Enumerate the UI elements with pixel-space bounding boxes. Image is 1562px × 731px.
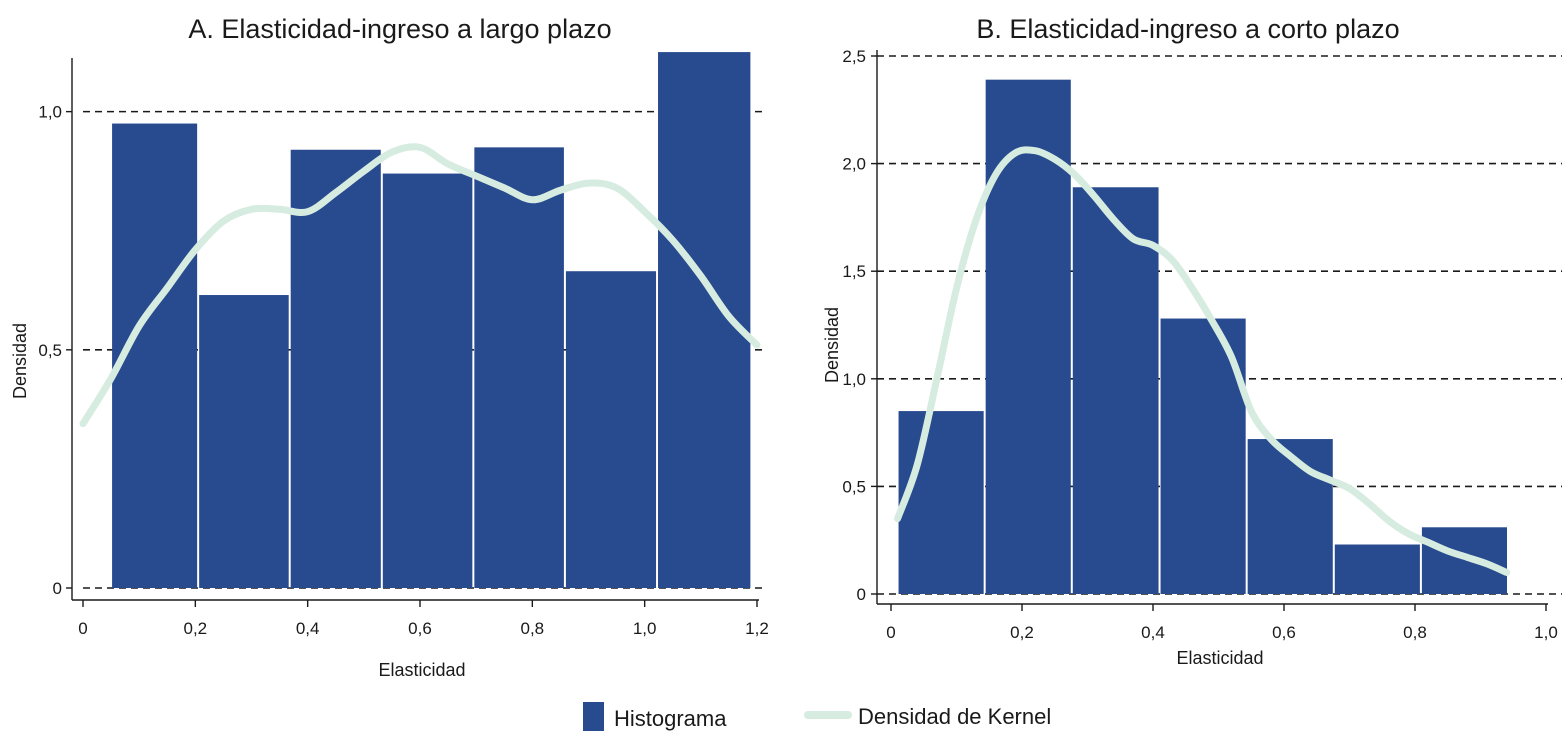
- x-tick-label: 1,2: [745, 619, 769, 638]
- y-tick-label: 1,0: [842, 370, 866, 389]
- histogram-bar: [474, 147, 564, 588]
- histogram-bar: [1334, 544, 1420, 594]
- legend-kernel-label: Densidad de Kernel: [858, 704, 1051, 729]
- panel-a-y-tick-labels: 0 0,5 1,0: [38, 103, 62, 598]
- panel-a-histogram-bars: [112, 52, 751, 589]
- histogram-bar: [199, 295, 289, 588]
- panel-a-kernel-density: [79, 143, 761, 428]
- x-tick-label: 0,4: [296, 619, 320, 638]
- panel-a-y-axis-label: Densidad: [10, 323, 30, 399]
- y-tick-label: 0: [857, 585, 866, 604]
- x-tick-label: 0,2: [1010, 623, 1034, 642]
- histogram-bar: [382, 173, 473, 588]
- y-tick-label: 1,0: [38, 103, 62, 122]
- histogram-bar: [898, 411, 984, 594]
- panel-a-axes: [66, 58, 759, 607]
- x-tick-label: 0,8: [1403, 623, 1427, 642]
- y-tick-label: 0: [53, 579, 62, 598]
- legend: Histograma Densidad de Kernel: [583, 702, 1051, 731]
- x-tick-label: 0,6: [408, 619, 432, 638]
- x-tick-label: 0,2: [184, 619, 208, 638]
- y-tick-label: 1,5: [842, 262, 866, 281]
- panel-b-title: B. Elasticidad-ingreso a corto plazo: [976, 14, 1399, 44]
- x-tick-label: 0: [78, 619, 87, 638]
- x-tick-label: 0,8: [521, 619, 545, 638]
- y-tick-label: 2,5: [842, 47, 866, 66]
- x-tick-label: 0: [886, 623, 895, 642]
- panel-a-title: A. Elasticidad-ingreso a largo plazo: [188, 14, 611, 44]
- histogram-bar: [290, 149, 381, 588]
- kernel-density-line: [894, 146, 1511, 576]
- panel-b-y-tick-labels: 0 0,5 1,0 1,5 2,0 2,5: [842, 47, 866, 604]
- histogram-bar: [1421, 527, 1508, 594]
- panel-b-short-term-elasticity: B. Elasticidad-ingreso a corto plazo 0 0,…: [822, 14, 1562, 668]
- panel-b-axes: [871, 50, 1548, 611]
- y-tick-label: 0,5: [842, 477, 866, 496]
- panel-b-kernel-density: [894, 146, 1511, 576]
- x-tick-label: 0,4: [1141, 623, 1165, 642]
- kernel-density-line: [79, 143, 761, 428]
- panel-b-histogram-bars: [898, 79, 1508, 594]
- histogram-bar: [1247, 439, 1333, 594]
- panel-b-y-axis-label: Densidad: [822, 307, 842, 383]
- panel-b-x-tick-labels: 0 0,2 0,4 0,6 0,8 1,0: [886, 623, 1558, 642]
- y-tick-label: 2,0: [842, 155, 866, 174]
- panel-b-x-axis-label: Elasticidad: [1176, 648, 1263, 668]
- x-tick-label: 0,6: [1272, 623, 1296, 642]
- x-tick-label: 1,0: [633, 619, 657, 638]
- panel-a-long-term-elasticity: A. Elasticidad-ingreso a largo plazo 0 0,…: [10, 14, 769, 680]
- panel-a-x-tick-labels: 0 0,2 0,4 0,6 0,8 1,0 1,2: [78, 619, 769, 638]
- histogram-bar: [565, 271, 657, 588]
- y-tick-label: 0,5: [38, 341, 62, 360]
- x-tick-label: 1,0: [1534, 623, 1558, 642]
- legend-histogram-swatch: [583, 702, 604, 731]
- histogram-bar: [1072, 187, 1159, 594]
- histogram-bar: [985, 79, 1071, 594]
- panel-a-x-axis-label: Elasticidad: [378, 660, 465, 680]
- legend-histogram-label: Histograma: [614, 706, 727, 731]
